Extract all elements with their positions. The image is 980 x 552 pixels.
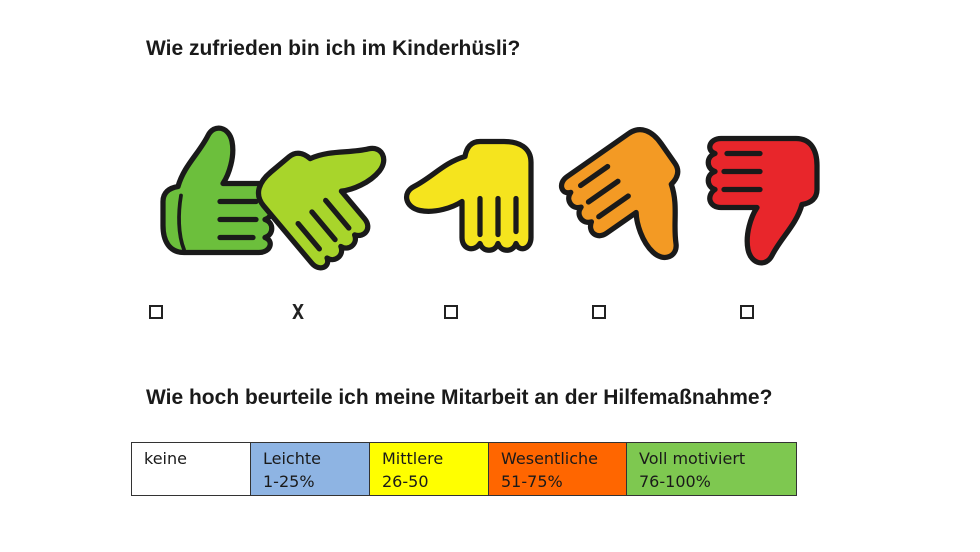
scale-label: Leichte	[263, 449, 321, 468]
checkbox-dissatisfied[interactable]	[591, 300, 611, 324]
scale-cell-none: keine	[131, 442, 251, 496]
scale-range: 1-25%	[263, 472, 315, 491]
scale-range: 76-100%	[639, 472, 711, 491]
scale-label: Wesentliche	[501, 449, 598, 468]
checkbox-very-satisfied[interactable]	[148, 300, 168, 324]
scale-cell-light: Leichte 1-25%	[250, 442, 370, 496]
satisfaction-question: Wie zufrieden bin ich im Kinderhüsli?	[146, 37, 521, 60]
scale-label: keine	[144, 449, 187, 468]
thumb-up-tilted-icon	[253, 118, 403, 273]
scale-label: Mittlere	[382, 449, 444, 468]
scale-label: Voll motiviert	[639, 449, 746, 468]
checkbox-neutral[interactable]	[443, 300, 463, 324]
checkmark-satisfied[interactable]: X	[291, 300, 305, 324]
scale-cell-substantial: Wesentliche 51-75%	[488, 442, 627, 496]
scale-cell-fully-motivated: Voll motiviert 76-100%	[626, 442, 797, 496]
thumb-up-icon	[145, 118, 295, 273]
scale-range: 26-50	[382, 472, 429, 491]
motivation-scale-table: keine Leichte 1-25% Mittlere 26-50 Wesen…	[131, 442, 797, 496]
cooperation-question: Wie hoch beurteile ich meine Mitarbeit a…	[146, 386, 773, 409]
thumb-down-tilted-icon	[555, 118, 705, 273]
thumb-sideways-icon	[402, 118, 552, 273]
scale-cell-medium: Mittlere 26-50	[369, 442, 489, 496]
table-row: keine Leichte 1-25% Mittlere 26-50 Wesen…	[131, 442, 797, 496]
scale-range: 51-75%	[501, 472, 563, 491]
checkbox-very-dissatisfied[interactable]	[739, 300, 759, 324]
thumb-down-icon	[685, 118, 835, 273]
